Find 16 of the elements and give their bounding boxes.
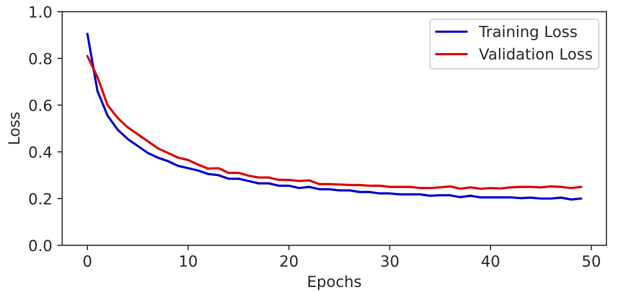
x-tick-label: 50 [582, 255, 600, 267]
y-tick-label: 0.0 [29, 240, 52, 252]
x-axis-title: Epochs [308, 275, 361, 290]
y-tick-label: 0.4 [29, 146, 52, 158]
y-tick-label: 0.6 [29, 100, 52, 112]
y-axis-title: Loss [8, 112, 20, 144]
x-tick-label: 20 [280, 255, 298, 267]
x-tick-label: 40 [482, 255, 500, 267]
x-tick-label: 10 [180, 255, 197, 267]
x-tick-label: 0 [84, 255, 92, 267]
y-tick-label: 0.8 [29, 52, 52, 64]
legend-label: Validation Loss [479, 48, 592, 60]
x-tick-label: 30 [381, 255, 398, 267]
y-tick-label: 1.0 [30, 6, 52, 18]
y-tick-label: 0.2 [29, 193, 51, 205]
legend-label: Training Loss [478, 25, 577, 40]
